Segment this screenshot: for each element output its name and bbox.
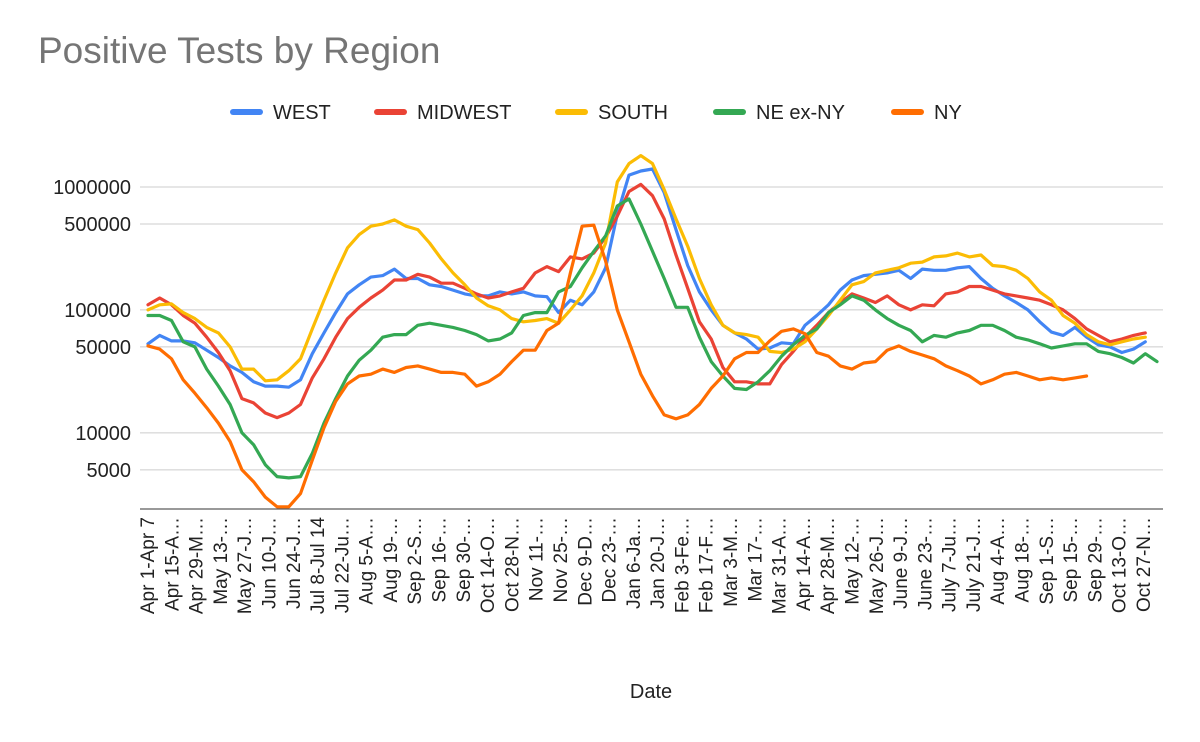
x-tick-label: July 7-Ju…	[940, 517, 961, 612]
y-tick-label: 100000	[64, 300, 131, 322]
x-tick-label: Aug 4-A…	[988, 517, 1009, 605]
x-tick-label: May 13-…	[211, 517, 232, 605]
x-tick-label: Jan 6-Ja…	[624, 517, 645, 609]
x-tick-label: Mar 31-A…	[770, 517, 791, 614]
x-tick-label: Mar 17-…	[745, 517, 766, 601]
x-tick-label: May 12-…	[843, 517, 864, 605]
x-tick-label: Sep 29-…	[1085, 517, 1106, 603]
x-tick-label: Sep 30-…	[454, 517, 475, 603]
y-tick-label: 500000	[64, 214, 131, 236]
x-tick-label: Apr 15-A…	[162, 517, 183, 611]
x-tick-label: Jun 24-J…	[284, 517, 305, 609]
chart-title: Positive Tests by Region	[38, 30, 441, 71]
series-line-west	[146, 167, 1147, 389]
x-tick-label: Sep 16-…	[430, 517, 451, 603]
x-tick-label: Aug 19-…	[381, 517, 402, 603]
x-tick-label: Aug 18-…	[1013, 517, 1034, 603]
series-line-ne-ex-ny	[146, 197, 1159, 480]
legend-label-2: SOUTH	[598, 102, 668, 124]
y-tick-label: 1000000	[53, 177, 131, 199]
x-tick-label: Apr 1-Apr 7	[138, 517, 159, 614]
x-tick-label: Sep 2-S…	[405, 517, 426, 605]
x-tick-label: Oct 27-N…	[1134, 517, 1155, 612]
x-tick-label: Mar 3-M…	[721, 517, 742, 607]
x-tick-label: Oct 14-O…	[478, 517, 499, 613]
x-tick-label: Oct 13-O…	[1110, 517, 1131, 613]
x-tick-label: Feb 17-F…	[697, 517, 718, 613]
x-tick-label: Jul 8-Jul 14	[308, 517, 329, 615]
x-tick-label: Jan 20-J…	[648, 517, 669, 609]
x-tick-label: Sep 1-S…	[1037, 517, 1058, 605]
y-tick-label: 5000	[87, 460, 132, 482]
x-tick-label: June 23-…	[915, 517, 936, 610]
x-tick-label: Apr 14-A…	[794, 517, 815, 611]
y-axis-tick-labels: 5000 10000 50000 100000 500000 1000000	[53, 177, 131, 482]
legend-label-3: NE ex-NY	[756, 102, 845, 124]
x-tick-label: Sep 15-…	[1061, 517, 1082, 603]
x-tick-label: Jul 22-Ju…	[332, 517, 353, 613]
x-axis-label: Date	[630, 681, 672, 703]
y-tick-label: 50000	[75, 337, 131, 359]
series-line-south	[146, 154, 1147, 383]
series-line-midwest	[146, 182, 1147, 420]
legend-label-1: MIDWEST	[417, 102, 511, 124]
x-tick-label: May 27-J…	[235, 517, 256, 614]
legend-label-0: WEST	[273, 102, 331, 124]
x-tick-label: Apr 29-M…	[187, 517, 208, 614]
x-tick-label: Feb 3-Fe…	[672, 517, 693, 613]
x-tick-label: Jun 10-J…	[260, 517, 281, 609]
x-tick-label: Nov 11-…	[527, 517, 548, 601]
series-line-ny	[146, 223, 1089, 509]
x-tick-label: Aug 5-A…	[357, 517, 378, 605]
x-tick-label: May 26-J…	[867, 517, 888, 614]
x-tick-label: Dec 9-D…	[575, 517, 596, 606]
x-tick-label: July 21-J…	[964, 517, 985, 612]
legend: WEST MIDWEST SOUTH NE ex-NY NY	[230, 102, 962, 124]
y-tick-label: 10000	[75, 423, 131, 445]
x-tick-label: Apr 28-M…	[818, 517, 839, 614]
gridlines	[140, 186, 1163, 471]
x-tick-label: Dec 23-…	[600, 517, 621, 603]
legend-label-4: NY	[934, 102, 962, 124]
x-tick-label: Nov 25-…	[551, 517, 572, 603]
x-tick-label: Oct 28-N…	[502, 517, 523, 612]
x-tick-label: June 9-J…	[891, 517, 912, 609]
x-axis-tick-labels: Apr 1-Apr 7 Apr 15-A… Apr 29-M… May 13-… May…	[138, 517, 1155, 615]
series-lines	[146, 154, 1159, 509]
